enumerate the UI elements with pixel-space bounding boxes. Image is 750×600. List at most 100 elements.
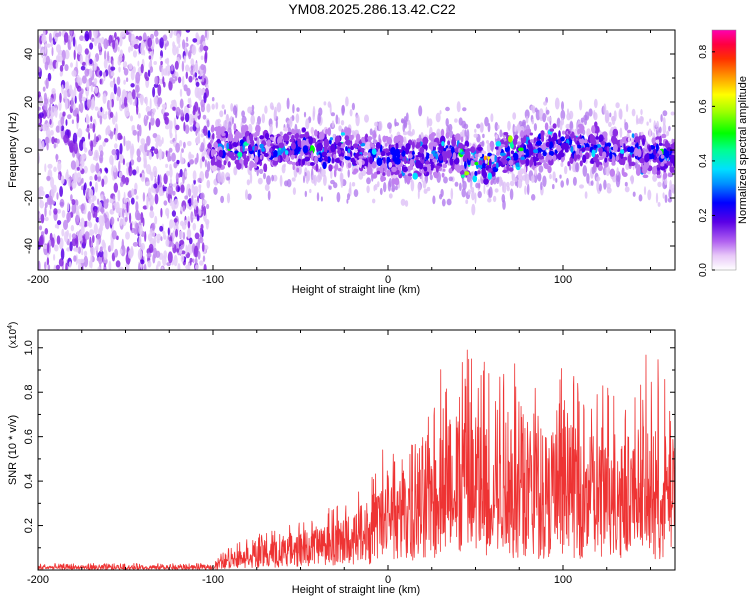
spectrogram-noise-cell <box>200 133 204 138</box>
spectrogram-noise-cell <box>93 30 98 39</box>
spectrogram-noise-cell <box>126 143 129 152</box>
spectrogram-noise-cell <box>148 121 151 131</box>
spectrogram-noise-cell <box>118 66 121 73</box>
spectrogram-noise-cell <box>119 135 123 140</box>
spectrogram-noise-cell <box>113 165 117 173</box>
spectrogram-band-cell <box>308 136 314 145</box>
spectrogram-band-cell <box>487 152 492 157</box>
spectrogram-noise-cell <box>135 222 139 230</box>
spectrogram-noise-cell <box>54 224 59 229</box>
colorbar: 0.00.20.40.60.8 Normalized spectral ampl… <box>698 29 749 277</box>
spectrogram-halo-cell <box>662 117 666 126</box>
spectrogram-halo-cell <box>439 193 443 200</box>
spectrogram-band-cell <box>408 153 413 159</box>
spectrogram-band-cell <box>631 133 635 139</box>
spectrogram-band-cell <box>300 151 304 156</box>
spectrogram-halo-cell <box>502 199 506 210</box>
spectrogram-halo-cell <box>525 115 529 124</box>
y-tick-label: 0.2 <box>23 518 35 533</box>
spectrogram-noise-cell <box>115 201 120 213</box>
spectrogram-noise-cell <box>184 112 190 123</box>
spectrogram-noise-cell <box>137 212 141 221</box>
spectrogram-noise-cell <box>72 109 78 117</box>
spectrogram-noise-cell <box>43 102 48 111</box>
spectrogram-band-cell <box>576 154 581 160</box>
spectrogram-band-cell <box>664 149 670 159</box>
spectrogram-noise-cell <box>45 126 51 138</box>
spectrogram-noise-cell <box>166 57 170 65</box>
spectrogram-band-cell <box>495 162 499 169</box>
spectrogram-halo-cell <box>542 112 547 123</box>
spectrogram-noise-cell <box>172 106 176 111</box>
spectrogram-band-cell <box>369 142 374 148</box>
spectrogram-band-cell <box>211 124 215 130</box>
spectrogram-band-cell <box>445 131 450 139</box>
spectrogram-band-cell <box>483 178 489 185</box>
spectrogram-band-cell <box>259 154 263 160</box>
spectrogram-noise-cell <box>145 181 151 186</box>
spectrogram-band-cell <box>394 177 400 186</box>
spectrogram-band-cell <box>525 158 530 167</box>
spectrogram-halo-cell <box>417 189 420 200</box>
spectrogram-halo-cell <box>605 110 610 122</box>
spectrogram-band-cell <box>490 180 493 185</box>
spectrogram-noise-cell <box>59 186 63 197</box>
spectrogram-band-cell <box>533 156 539 162</box>
spectrogram-band-cell <box>642 138 645 146</box>
spectrogram-band-cell <box>552 123 557 129</box>
spectrogram-noise-cell <box>93 208 98 219</box>
spectrogram-halo-cell <box>443 176 448 184</box>
spectrogram-band-cell <box>619 139 623 147</box>
spectrogram-band-cell <box>345 156 351 161</box>
spectrogram-halo-cell <box>445 118 449 127</box>
spectrogram-halo-cell <box>479 122 484 133</box>
spectrogram-band-cell <box>416 138 421 143</box>
spectrogram-halo-cell <box>646 121 649 126</box>
spectrogram-band-cell <box>470 146 476 154</box>
spectrogram-noise-cell <box>193 245 199 258</box>
spectrogram-noise-cell <box>197 131 200 141</box>
spectrogram-noise-cell <box>57 173 61 180</box>
spectrogram-noise-cell <box>182 205 186 212</box>
spectrogram-x-label: Height of straight line (km) <box>292 284 420 296</box>
spectrogram-noise-cell <box>85 54 88 67</box>
spectrogram-band-cell <box>612 135 616 141</box>
spectrogram-band-cell <box>229 151 235 157</box>
spectrogram-band-cell <box>464 145 468 150</box>
spectrogram-noise-cell <box>98 201 102 210</box>
spectrogram-band-cell <box>595 153 600 163</box>
spectrogram-halo-cell <box>467 189 471 196</box>
spectrogram-noise-cell <box>73 255 77 262</box>
spectrogram-noise-cell <box>110 216 115 226</box>
snr-scale-exponent: 4 <box>7 325 14 329</box>
spectrogram-halo-cell <box>295 113 300 124</box>
spectrogram-halo-cell <box>410 179 415 192</box>
spectrogram-halo-cell <box>364 114 369 123</box>
spectrogram-band-cell <box>352 171 357 175</box>
spectrogram-noise-cell <box>60 175 65 185</box>
spectrogram-noise-cell <box>190 69 194 76</box>
spectrogram-band-cell <box>367 136 373 141</box>
spectrogram-band-cell <box>470 160 475 167</box>
spectrogram-halo-cell <box>584 111 590 121</box>
spectrogram-noise-cell <box>81 75 87 84</box>
spectrogram-band-cell <box>225 131 229 139</box>
spectrogram-band-cell <box>502 169 508 173</box>
spectrogram-noise-cell <box>202 255 206 262</box>
spectrogram-noise-cell <box>97 42 102 51</box>
spectrogram-halo-cell <box>655 123 658 128</box>
spectrogram-band-cell <box>484 159 488 164</box>
spectrogram-noise-cell <box>165 207 170 217</box>
spectrogram-halo-cell <box>372 139 378 144</box>
spectrogram-halo-cell <box>484 116 489 127</box>
spectrogram-halo-cell <box>332 133 336 145</box>
spectrogram-noise-cell <box>115 260 121 268</box>
spectrogram-band-cell <box>484 155 487 161</box>
spectrogram-noise-cell <box>44 136 50 144</box>
spectrogram-noise-cell <box>124 216 128 223</box>
spectrogram-noise-cell <box>119 49 124 58</box>
spectrogram-noise-cell <box>69 241 73 252</box>
spectrogram-noise-cell <box>89 68 93 78</box>
spectrogram-band-cell <box>371 148 377 155</box>
